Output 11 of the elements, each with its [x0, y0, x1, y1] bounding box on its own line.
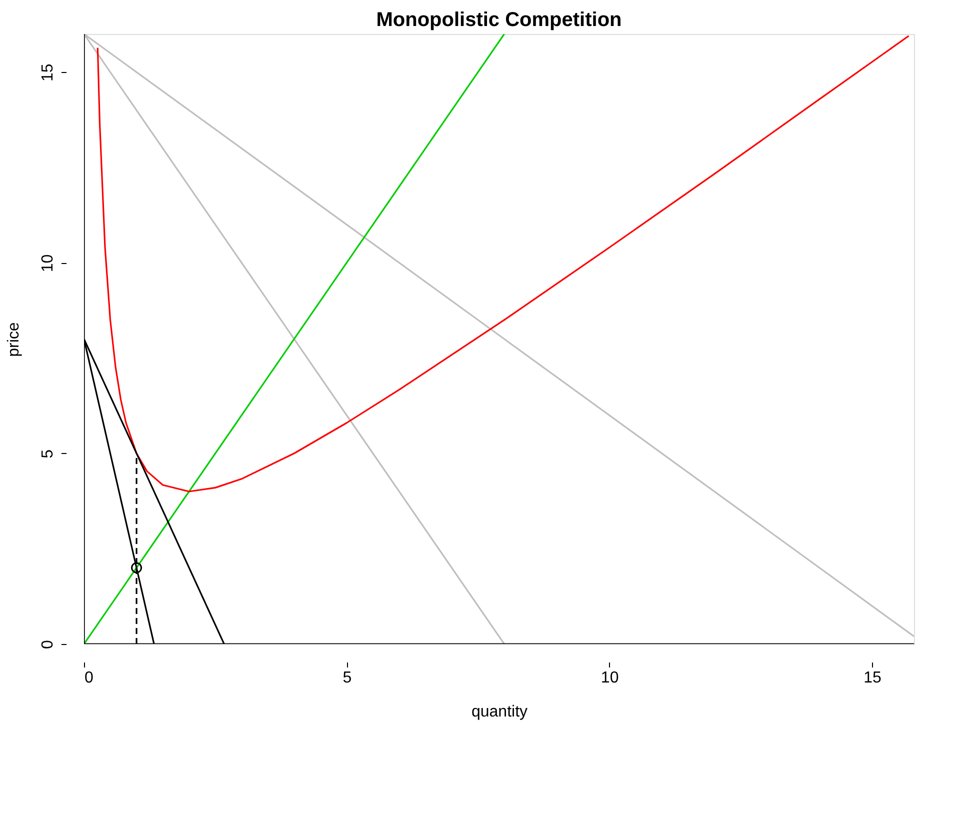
x-tick-label: 0: [84, 670, 94, 686]
x-tick-label: 15: [864, 670, 882, 686]
x-tick-label: 10: [600, 670, 619, 686]
y-axis-title: price: [6, 322, 22, 357]
chart-title: Monopolistic Competition: [376, 9, 622, 31]
y-tick-label: 15: [40, 64, 56, 82]
y-tick-label: 5: [40, 449, 56, 458]
x-tick-label: 5: [342, 670, 352, 686]
x-axis-title: quantity: [471, 704, 528, 720]
y-tick-label: 10: [40, 254, 56, 272]
y-tick-label: 0: [40, 640, 56, 649]
